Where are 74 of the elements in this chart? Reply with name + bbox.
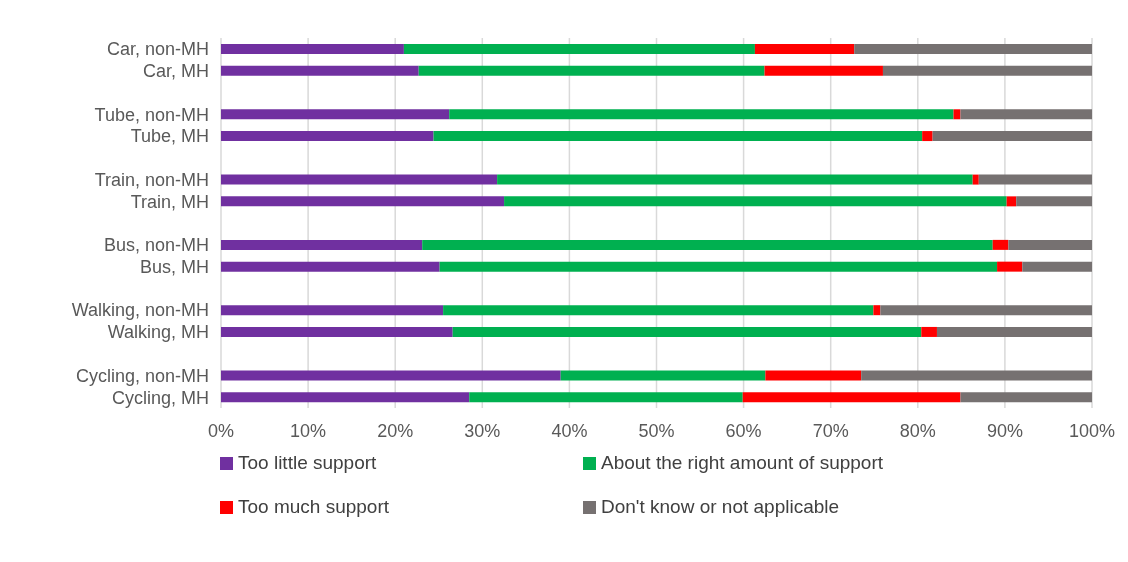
bar xyxy=(854,44,1092,54)
bar xyxy=(221,196,505,207)
x-tick-label: 30% xyxy=(464,420,501,441)
bar xyxy=(972,174,979,185)
bar xyxy=(960,392,1092,403)
bar xyxy=(765,370,862,381)
bar xyxy=(922,131,933,142)
bar xyxy=(1006,196,1017,207)
bar xyxy=(1008,239,1092,250)
bar xyxy=(504,196,1007,207)
bar xyxy=(221,65,419,76)
bar xyxy=(560,370,766,381)
bar xyxy=(221,109,450,120)
bar xyxy=(992,239,1009,250)
bar xyxy=(754,44,855,54)
bar xyxy=(936,326,1092,337)
bar xyxy=(221,370,561,381)
bar xyxy=(422,239,993,250)
y-tick-label: Walking, non-MH xyxy=(71,300,209,321)
bar xyxy=(873,305,881,316)
y-tick-label: Bus, non-MH xyxy=(103,235,209,256)
y-tick-label: Train, MH xyxy=(130,191,209,212)
x-tick-label: 50% xyxy=(638,420,675,441)
x-tick-label: 20% xyxy=(377,420,414,441)
bar xyxy=(882,65,1092,76)
bar xyxy=(221,392,470,403)
bar xyxy=(418,65,765,76)
bar xyxy=(221,326,453,337)
y-tick-label: Walking, MH xyxy=(107,322,209,343)
y-tick-label: Cycling, MH xyxy=(111,387,209,408)
x-tick-label: 100% xyxy=(1068,420,1116,441)
x-tick-label: 70% xyxy=(812,420,849,441)
y-tick-label: Cycling, non-MH xyxy=(75,365,209,386)
legend-label: Don't know or not applicable xyxy=(601,496,840,518)
bar xyxy=(921,326,937,337)
x-tick-label: 0% xyxy=(207,420,235,441)
legend-label: Too much support xyxy=(238,496,390,518)
bar xyxy=(1022,261,1092,272)
y-tick-label: Train, non-MH xyxy=(94,169,209,190)
y-tick-label: Car, MH xyxy=(142,61,209,82)
bar xyxy=(742,392,961,403)
y-tick-label: Car, non-MH xyxy=(106,39,209,60)
bar xyxy=(221,131,434,142)
bar xyxy=(449,109,954,120)
x-tick-label: 40% xyxy=(551,420,588,441)
bar xyxy=(861,370,1092,381)
bar xyxy=(469,392,743,403)
legend-label: About the right amount of support xyxy=(601,452,884,474)
bar xyxy=(439,261,998,272)
y-tick-label: Tube, MH xyxy=(130,126,209,147)
y-tick-label: Tube, non-MH xyxy=(94,104,209,125)
x-tick-label: 90% xyxy=(986,420,1023,441)
bar xyxy=(221,174,498,185)
bar xyxy=(764,65,883,76)
bar xyxy=(221,305,444,316)
bar xyxy=(221,44,404,54)
legend-label: Too little support xyxy=(238,452,377,474)
bar xyxy=(997,261,1023,272)
bar xyxy=(403,44,755,54)
bar xyxy=(960,109,1092,120)
bar xyxy=(932,131,1092,142)
bar xyxy=(880,305,1092,316)
bar xyxy=(433,131,923,142)
y-tick-label: Bus, MH xyxy=(139,256,209,277)
bar xyxy=(497,174,973,185)
x-tick-label: 10% xyxy=(290,420,327,441)
x-tick-label: 80% xyxy=(899,420,936,441)
x-tick-label: 60% xyxy=(725,420,762,441)
bar xyxy=(443,305,874,316)
bar xyxy=(221,261,440,272)
bar xyxy=(452,326,922,337)
bar xyxy=(221,239,423,250)
bar xyxy=(978,174,1092,185)
bar xyxy=(1016,196,1092,207)
